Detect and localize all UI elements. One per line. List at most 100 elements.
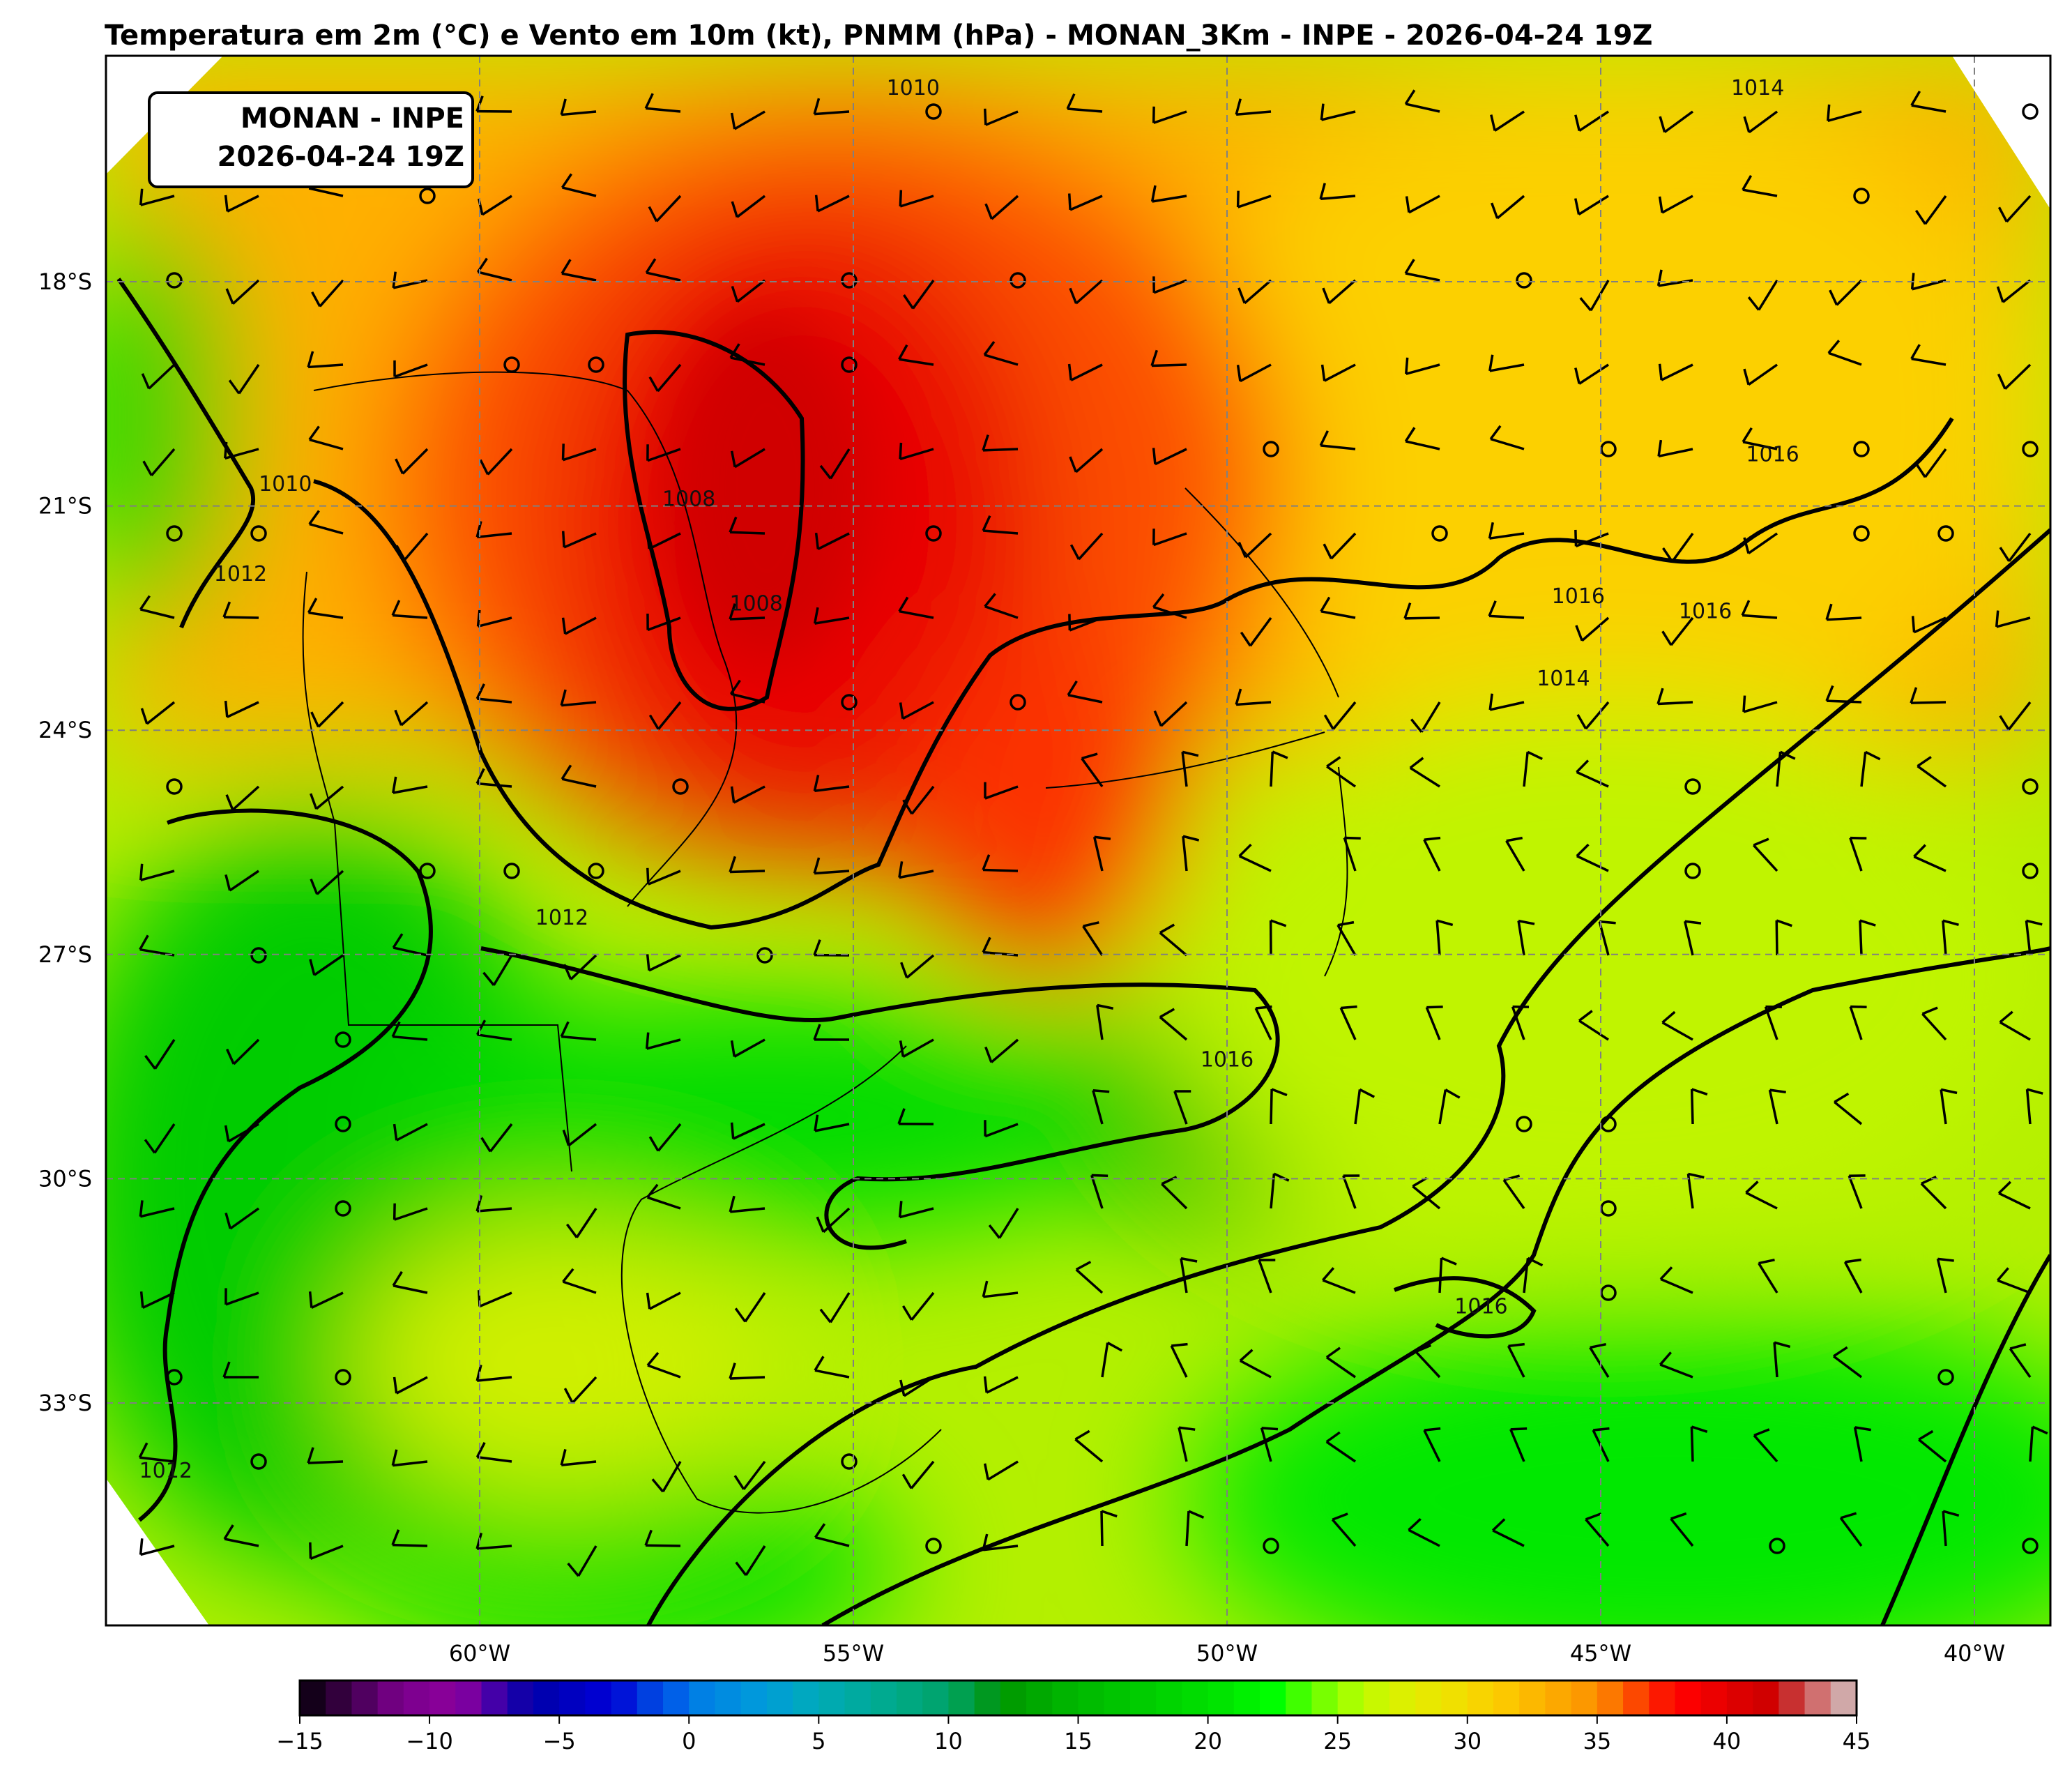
colorbar-tick-label: 45 (1843, 1728, 1871, 1754)
wind-barb-icon (1178, 1426, 1196, 1462)
wind-barb-icon (1320, 363, 1356, 382)
isobar-label: 1016 (1746, 442, 1799, 466)
wind-barb-icon (1404, 259, 1440, 282)
calm-wind-icon (841, 694, 858, 711)
wind-barb-icon (1488, 693, 1525, 711)
colorbar-segment (870, 1680, 897, 1715)
wind-barb-icon (984, 108, 1019, 126)
wind-barb-icon (139, 1291, 175, 1310)
wind-barb-icon (562, 1268, 597, 1294)
calm-wind-icon (250, 1453, 267, 1470)
wind-barb-icon (1743, 110, 1778, 134)
lat-label: 18°S (38, 268, 92, 295)
isobar-label: 1012 (214, 562, 267, 586)
wind-barb-icon (1661, 1010, 1693, 1041)
wind-barb-icon (646, 1351, 681, 1379)
wind-barb-icon (223, 1524, 259, 1547)
colorbar-segment (1182, 1680, 1209, 1715)
wind-barb-icon (898, 861, 934, 879)
wind-barb-icon (1670, 1512, 1694, 1547)
wind-barb-icon (1910, 687, 1947, 704)
colorbar-tick-label: −5 (543, 1728, 576, 1754)
wind-barb-icon (224, 1207, 260, 1230)
wind-barb-icon (307, 598, 344, 619)
wind-barb-icon (392, 776, 428, 794)
wind-barb-icon (393, 1203, 428, 1221)
calm-wind-icon (335, 1031, 351, 1048)
wind-barb-icon (475, 683, 512, 704)
wind-barb-icon (395, 532, 429, 561)
wind-barb-icon (482, 955, 513, 986)
wind-barb-icon (816, 1207, 851, 1234)
wind-barb-icon (560, 1021, 597, 1041)
wind-barb-icon (1686, 1172, 1705, 1209)
wind-barb-icon (984, 1120, 1019, 1138)
colorbar-tick-label: −10 (406, 1728, 453, 1754)
wind-barb-icon (1913, 844, 1947, 872)
colorbar-tick-label: 30 (1453, 1728, 1481, 1754)
wind-barb-icon (1827, 104, 1862, 122)
wind-barb-icon (814, 1114, 850, 1132)
colorbar-tick-label: 15 (1064, 1728, 1092, 1754)
wind-barb-icon (898, 1201, 934, 1219)
calm-wind-icon (1010, 272, 1026, 289)
wind-barb-icon (813, 607, 850, 625)
wind-barb-icon (982, 1533, 1019, 1551)
wind-barb-icon (1423, 1427, 1441, 1462)
wind-barb-icon (1832, 1346, 1863, 1379)
wind-barb-icon (648, 1123, 682, 1152)
calm-wind-icon (925, 103, 942, 120)
isobar-label: 1014 (1537, 667, 1590, 691)
wind-barb-icon (1069, 279, 1104, 305)
colorbar-segment (1649, 1680, 1676, 1715)
wind-barb-icon (648, 701, 682, 730)
wind-barb-icon (222, 601, 259, 619)
wind-barb-icon (139, 188, 175, 206)
colorbar-segment (948, 1680, 975, 1715)
wind-barb-icon (814, 532, 850, 551)
wind-barb-icon (1438, 1088, 1461, 1125)
map-frame (105, 54, 2052, 1627)
colorbar-segment (1830, 1680, 1857, 1715)
wind-barb-icon (1092, 1089, 1110, 1125)
wind-barb-icon (1921, 1006, 1947, 1041)
wind-barb-icon (1490, 110, 1525, 132)
wind-barb-icon (1574, 110, 1609, 132)
colorbar-tick-label: 10 (934, 1728, 963, 1754)
wind-barb-icon (139, 1200, 175, 1218)
temperature-field (106, 56, 2050, 1625)
wind-barb-icon (1336, 920, 1357, 956)
wind-barb-icon (1415, 1344, 1441, 1379)
wind-barb-icon (1331, 1512, 1357, 1547)
wind-barb-icon (476, 609, 512, 628)
wind-barb-icon (225, 279, 260, 305)
wind-barb-icon (645, 1032, 681, 1050)
calm-wind-icon (1010, 694, 1026, 711)
isobar-contours (116, 278, 2050, 1625)
wind-barb-icon (1101, 1342, 1123, 1378)
colorbar-segment (896, 1680, 923, 1715)
wind-barb-icon (1742, 427, 1778, 450)
wind-barb-icon (731, 279, 766, 303)
wind-barb-icon (984, 593, 1019, 619)
wind-barb-icon (561, 764, 597, 788)
wind-barb-icon (1745, 1181, 1778, 1210)
wind-barb-icon (1656, 688, 1693, 706)
wind-barb-icon (1768, 1088, 1786, 1125)
calm-wind-icon (2022, 1538, 2039, 1554)
isobar-label: 1016 (1201, 1048, 1254, 1072)
wind-barb-icon (1741, 600, 1778, 619)
isobar-label: 1010 (887, 76, 940, 100)
wind-barb-icon (1848, 1174, 1866, 1209)
wind-barb-icon (644, 93, 681, 113)
lon-label: 40°W (1944, 1640, 2005, 1667)
wind-barb-icon (814, 195, 850, 213)
calm-wind-icon (1684, 778, 1701, 795)
calm-wind-icon (250, 947, 267, 964)
wind-barb-icon (391, 1449, 428, 1467)
wind-barb-icon (139, 863, 175, 881)
wind-barb-icon (1173, 1090, 1191, 1125)
wind-barb-icon (1659, 1266, 1693, 1294)
wind-barb-icon (1942, 1510, 1960, 1547)
wind-barb-icon (983, 341, 1019, 366)
